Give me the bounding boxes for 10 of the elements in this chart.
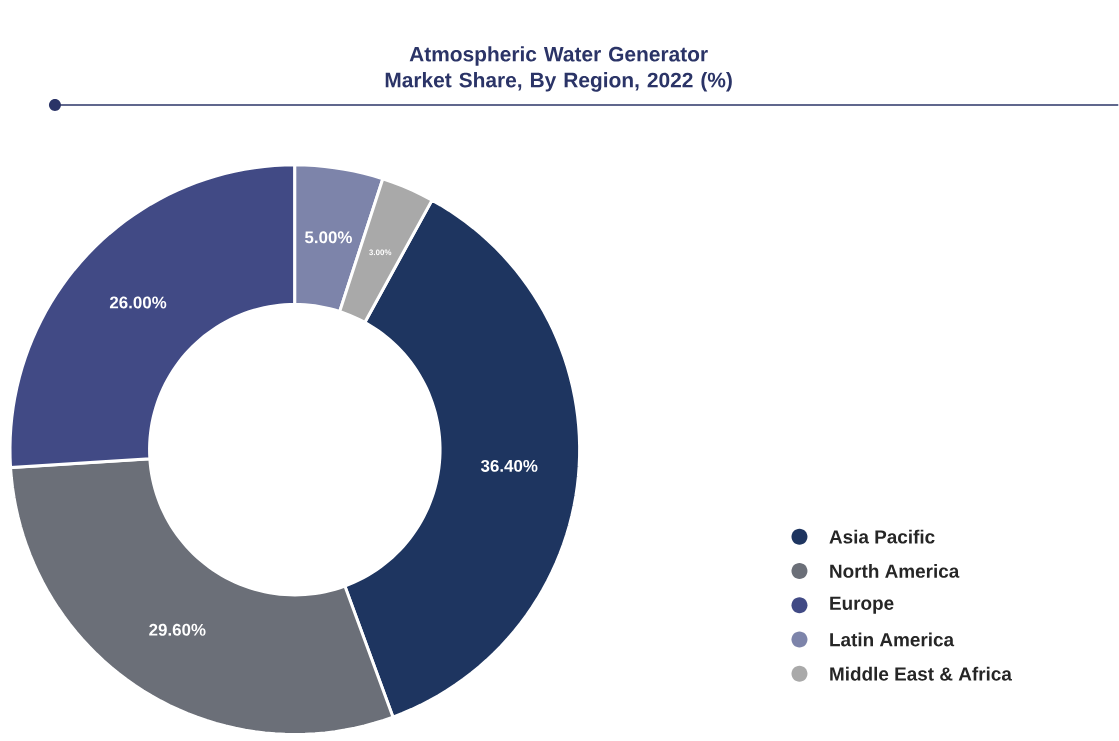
data-label: 36.40% [480,460,538,473]
legend-label: Asia Pacific [829,529,935,544]
legend-label: Europe [830,596,894,614]
legend-label: North America [830,564,960,579]
legend-label: Latin America [830,632,955,647]
legend-label: Middle East & Africa [830,667,1012,681]
data-label: 5.00% [304,231,352,244]
chart-title: Atmospheric Water Generator Market Share, By Region, 2022 (%) [385,46,732,92]
data-label: 29.60% [149,624,206,637]
data-label: 26.00% [109,296,167,309]
